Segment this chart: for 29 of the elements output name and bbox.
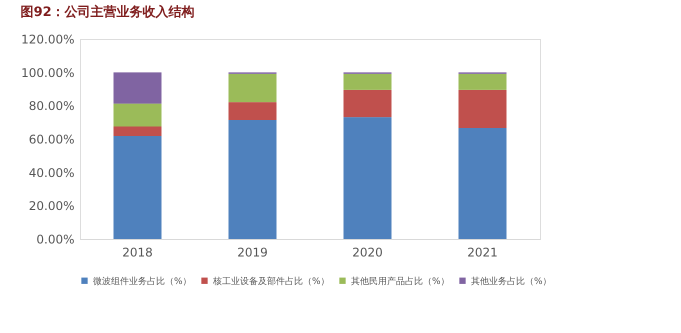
y-tick-label: 120.00% <box>21 32 74 46</box>
legend-label: 核工业设备及部件占比（%） <box>212 276 330 287</box>
legend-label: 其他业务占比（%） <box>471 276 552 287</box>
y-tick-label: 20.00% <box>28 199 74 214</box>
bar <box>458 74 506 90</box>
bar <box>458 90 506 128</box>
legend-label: 其他民用产品占比（%） <box>351 276 450 287</box>
chart-title: 图92：公司主营业务收入结构 <box>20 4 195 20</box>
bar <box>344 117 392 239</box>
y-tick-label: 60.00% <box>28 132 74 146</box>
bar <box>458 128 506 239</box>
bar <box>228 102 276 120</box>
bar <box>344 74 392 90</box>
bar <box>344 90 392 118</box>
x-tick-label: 2019 <box>237 246 268 260</box>
y-tick-label: 0.00% <box>36 232 74 246</box>
bar <box>114 136 162 239</box>
bar <box>114 104 162 126</box>
y-tick-label: 80.00% <box>28 99 74 114</box>
bar <box>114 126 162 136</box>
bar <box>228 74 276 102</box>
y-tick-label: 40.00% <box>28 166 74 180</box>
bar <box>114 72 162 104</box>
y-tick-label: 100.00% <box>21 66 74 80</box>
legend-label: 微波组件业务占比（%） <box>93 276 192 287</box>
x-tick-label: 2018 <box>122 246 153 260</box>
bar <box>228 120 276 239</box>
x-tick-label: 2020 <box>352 246 383 260</box>
x-tick-label: 2021 <box>467 246 498 260</box>
